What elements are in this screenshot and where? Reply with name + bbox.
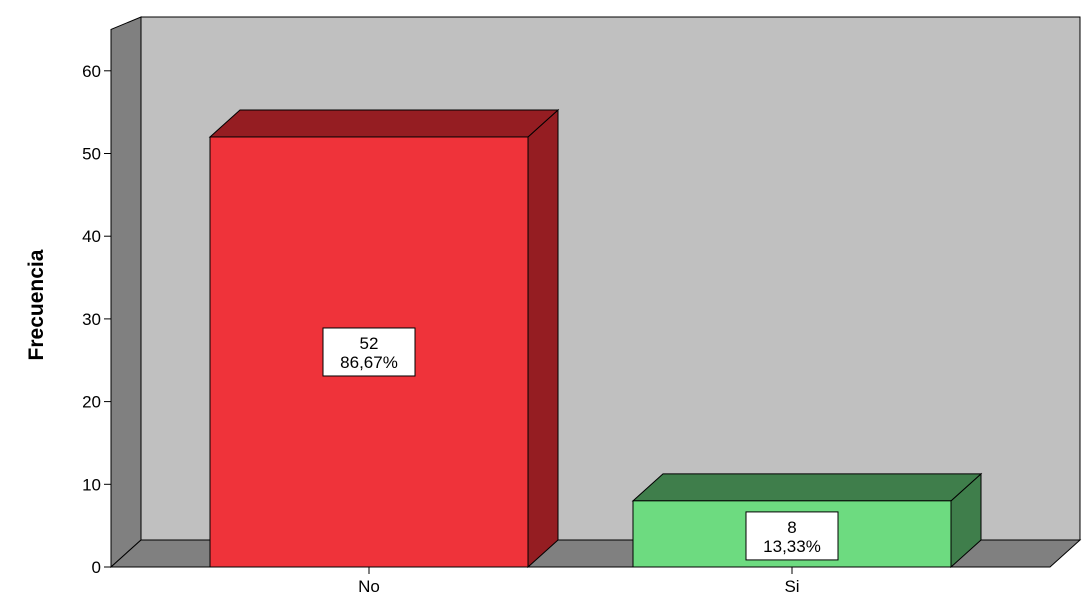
data-label-percent: 86,67%: [340, 353, 398, 372]
y-tick-label: 50: [82, 145, 101, 164]
bar-si: 813,33%: [631, 472, 983, 569]
y-axis-title: Frecuencia: [25, 249, 48, 360]
y-tick-label: 0: [92, 558, 101, 577]
data-label-box: [745, 511, 839, 561]
y-tick-label: 30: [82, 310, 101, 329]
bar-side: [527, 108, 559, 569]
data-label-value: 52: [360, 334, 379, 353]
y-tick-label: 10: [82, 475, 101, 494]
bar-top: [631, 473, 983, 502]
data-label: 813,33%: [745, 511, 839, 561]
y-tick-label: 60: [82, 62, 101, 81]
y-axis: 0 10 20 30 40 50 60: [82, 29, 112, 577]
data-label-box: [322, 327, 416, 377]
x-tick-label: Si: [784, 577, 799, 596]
data-label-value: 8: [787, 518, 796, 537]
y-tick-label: 40: [82, 227, 101, 246]
data-label-percent: 13,33%: [763, 537, 821, 556]
side-wall: [110, 16, 142, 569]
x-tick-label: No: [358, 577, 380, 596]
x-axis: No Si: [358, 567, 800, 596]
bar-top: [208, 109, 560, 138]
y-tick-label: 20: [82, 393, 101, 412]
